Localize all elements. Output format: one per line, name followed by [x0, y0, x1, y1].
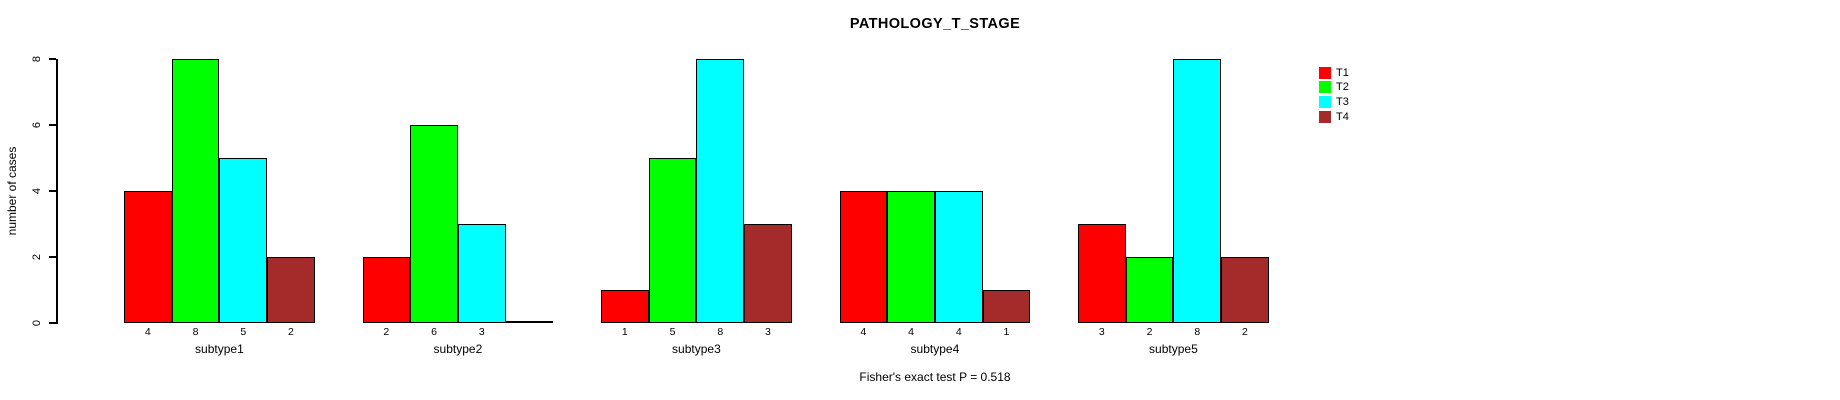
bar-value-label: 2: [383, 326, 390, 338]
y-axis-line: [56, 59, 58, 324]
legend-label: T4: [1336, 110, 1349, 123]
bar-t4-subtype1: [267, 257, 315, 323]
bar-t2-subtype2: [410, 125, 458, 323]
bar-value-label: 2: [1146, 326, 1153, 338]
fisher-test-annotation: Fisher's exact test P = 0.518: [859, 370, 1011, 384]
legend-label: T3: [1336, 95, 1349, 108]
bar-value-label: 1: [621, 326, 628, 338]
bar-t4-subtype4: [982, 290, 1031, 323]
category-label: subtype3: [672, 342, 721, 356]
legend-swatch-t4: [1319, 110, 1331, 123]
y-axis-tick: [49, 124, 56, 126]
bar-value-label: 5: [669, 326, 676, 338]
category-label: subtype5: [1149, 342, 1198, 356]
bar-t4-subtype3: [744, 224, 792, 323]
bar-value-label: 1: [1003, 326, 1010, 338]
bar-value-label: 5: [240, 326, 247, 338]
bar-t3-subtype4: [934, 191, 983, 323]
legend-item-t2: T2: [1319, 81, 1379, 94]
bar-value-label: 4: [908, 326, 914, 338]
legend-swatch-t3: [1319, 95, 1331, 108]
bar-value-label: 3: [1098, 326, 1105, 338]
bar-value-label: 4: [955, 326, 962, 338]
bar-value-label: 8: [717, 326, 724, 338]
bar-t4-subtype5: [1221, 257, 1269, 323]
legend-swatch-t1: [1319, 66, 1331, 79]
bar-t1-subtype1: [124, 191, 172, 323]
bar-value-label: 3: [478, 326, 485, 338]
bar-t2-subtype4: [887, 191, 935, 323]
category-label: subtype4: [910, 342, 960, 356]
legend-item-t1: T1: [1319, 66, 1379, 80]
bar-t3-subtype1: [219, 158, 268, 323]
legend-item-t4: T4: [1319, 110, 1379, 124]
y-axis-tick: [49, 256, 56, 258]
y-tick-label: 4: [31, 187, 43, 195]
legend-label: T1: [1336, 66, 1349, 79]
y-tick-label: 6: [31, 121, 43, 129]
bar-t2-subtype3: [648, 158, 697, 323]
bar-value-label: 2: [1242, 326, 1248, 338]
y-axis-tick: [49, 322, 56, 324]
y-tick-label: 8: [31, 55, 43, 63]
y-axis-tick: [49, 58, 56, 60]
y-tick-label: 0: [31, 319, 43, 327]
y-axis-tick: [49, 190, 56, 192]
bar-value-label: 4: [144, 326, 151, 338]
category-label: subtype1: [195, 342, 244, 356]
chart-title: PATHOLOGY_T_STAGE: [849, 16, 1021, 32]
bar-value-label: 8: [1194, 326, 1201, 338]
bar-value-label: 4: [860, 326, 867, 338]
zero-height-bar-t4-subtype2: [505, 321, 554, 323]
category-label: subtype2: [433, 342, 483, 356]
bar-t3-subtype2: [457, 224, 506, 323]
bar-t2-subtype5: [1125, 257, 1174, 323]
y-axis-label: number of cases: [5, 146, 19, 236]
legend-item-t3: T3: [1319, 95, 1379, 109]
y-tick-label: 2: [31, 253, 43, 261]
bar-t1-subtype5: [1078, 224, 1126, 323]
bar-value-label: 6: [431, 326, 437, 338]
legend-swatch-t2: [1319, 81, 1331, 94]
bar-t1-subtype4: [839, 191, 888, 323]
bar-t1-subtype3: [601, 290, 649, 323]
bar-value-label: 3: [765, 326, 771, 338]
bar-t3-subtype5: [1173, 59, 1222, 323]
bar-value-label: 8: [192, 326, 199, 338]
bar-value-label: 2: [288, 326, 294, 338]
legend-label: T2: [1336, 81, 1349, 94]
bar-t1-subtype2: [362, 257, 411, 323]
bar-t2-subtype1: [171, 59, 220, 323]
bar-t3-subtype3: [696, 59, 745, 323]
